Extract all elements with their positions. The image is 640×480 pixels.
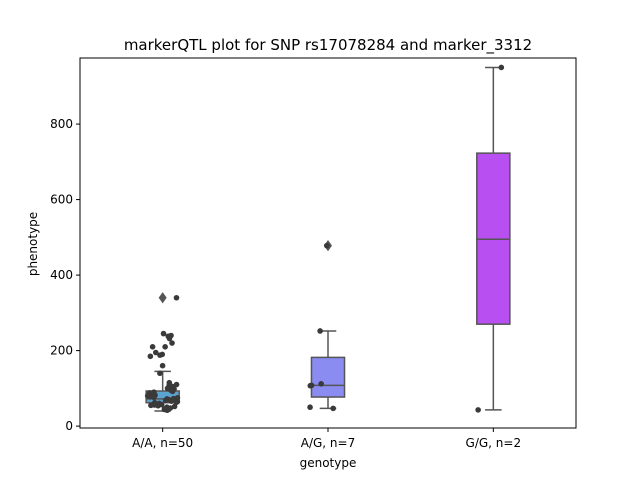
data-point <box>151 394 157 401</box>
data-point <box>173 381 180 388</box>
data-point <box>330 405 336 412</box>
data-point <box>323 242 330 249</box>
data-point <box>147 353 154 360</box>
y-tick-label: 200 <box>50 344 73 358</box>
data-point <box>169 340 175 346</box>
data-point <box>162 397 169 404</box>
data-point <box>169 388 176 395</box>
data-point <box>171 403 178 410</box>
x-tick-label: A/G, n=7 <box>301 436 355 450</box>
y-tick-label: 0 <box>65 419 73 433</box>
data-point <box>155 402 161 409</box>
data-point <box>498 64 505 71</box>
data-point <box>157 370 163 377</box>
data-point <box>149 344 156 350</box>
y-tick-label: 400 <box>50 268 73 282</box>
y-tick-label: 800 <box>50 117 73 131</box>
chart-title: markerQTL plot for SNP rs17078284 and ma… <box>124 36 532 55</box>
x-tick-label: G/G, n=2 <box>466 436 522 450</box>
data-point <box>162 344 168 350</box>
data-point <box>152 349 159 356</box>
box <box>310 356 346 398</box>
y-axis-label: phenotype <box>26 212 40 276</box>
data-point <box>159 362 166 369</box>
x-tick-label: A/A, n=50 <box>132 436 193 450</box>
data-point <box>317 328 323 334</box>
data-point <box>157 352 163 358</box>
data-point <box>160 330 167 337</box>
data-point <box>307 382 314 389</box>
y-tick-label: 600 <box>50 193 73 207</box>
data-point <box>166 335 173 342</box>
data-point <box>318 381 324 387</box>
data-point <box>168 398 175 404</box>
data-point <box>148 402 154 409</box>
data-point <box>307 404 313 411</box>
data-point <box>173 294 180 301</box>
x-axis-label: genotype <box>300 456 357 470</box>
outlier-marker <box>158 292 167 304</box>
data-point <box>164 407 170 414</box>
plot-area: 0 200 400 600 800 A/A, n=50 A/G, n=7 G/G, n=2 <box>50 57 577 450</box>
data-point <box>475 407 481 413</box>
